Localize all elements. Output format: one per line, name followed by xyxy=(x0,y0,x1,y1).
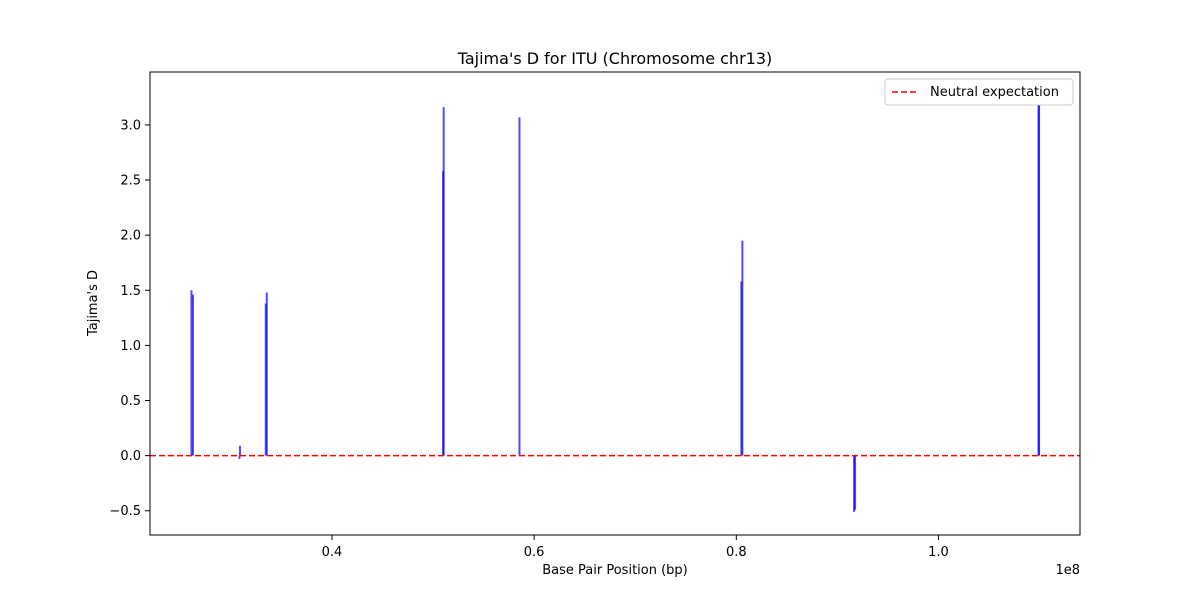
y-tick-label-5: 2.0 xyxy=(120,229,141,244)
legend: Neutral expectation xyxy=(884,78,1074,106)
y-tick-label-1: 0.0 xyxy=(120,449,141,464)
x-tick-label-2: 0.8 xyxy=(726,545,747,560)
y-tick-label-6: 2.5 xyxy=(120,174,141,189)
bars-layer xyxy=(190,94,1041,512)
y-tick-label-7: 3.0 xyxy=(120,118,141,133)
y-tick-label-0: −0.5 xyxy=(109,504,141,519)
y-tick-label-4: 1.5 xyxy=(120,284,141,299)
x-axis-offset-label: 1e8 xyxy=(1055,563,1080,578)
x-tick-label-1: 0.6 xyxy=(524,545,545,560)
x-tick-label-0: 0.4 xyxy=(322,545,343,560)
x-axis-ticks: 0.4 0.6 0.8 1.0 xyxy=(322,535,949,560)
x-tick-label-3: 1.0 xyxy=(928,545,949,560)
y-axis-label: Tajima's D xyxy=(86,270,101,337)
chart-title: Tajima's D for ITU (Chromosome chr13) xyxy=(457,49,773,68)
legend-box xyxy=(884,78,1074,106)
x-axis-label: Base Pair Position (bp) xyxy=(542,563,688,578)
plot-frame xyxy=(149,71,1081,536)
legend-entry-neutral-expectation: Neutral expectation xyxy=(930,85,1059,100)
y-tick-label-2: 0.5 xyxy=(120,394,141,409)
y-tick-label-3: 1.0 xyxy=(120,339,141,354)
y-axis-ticks: −0.5 0.0 0.5 1.0 1.5 2.0 2.5 3.0 xyxy=(109,118,150,519)
